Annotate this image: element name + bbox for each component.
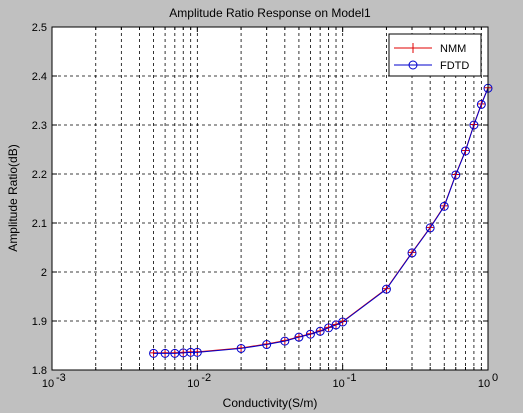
legend-entry-nmm: NMM <box>394 43 466 55</box>
legend-label-fdtd: FDTD <box>440 60 469 72</box>
data-point-fdtd <box>192 347 202 357</box>
ticks: 10 -3 10 -2 10 -1 10 01.81.922.12.22.32.42.5 <box>32 22 498 390</box>
data-point-fdtd <box>262 340 272 350</box>
legend-marker-fdtd <box>408 60 418 70</box>
series-layer <box>149 83 493 358</box>
grid <box>52 27 488 370</box>
data-point-fdtd <box>460 146 470 156</box>
x-axis-label: Conductivity(S/m) <box>223 396 318 410</box>
legend-label-nmm: NMM <box>440 43 466 55</box>
y-axis-label: Amplitude Ratio(dB) <box>6 144 20 251</box>
data-point-fdtd <box>338 317 348 327</box>
y-tick-label: 2.2 <box>32 169 47 181</box>
data-point-fdtd <box>439 201 449 211</box>
x-tick-label: 10 <box>187 378 199 390</box>
legend-entry-fdtd: FDTD <box>394 60 469 72</box>
chart-title: Amplitude Ratio Response on Model1 <box>169 6 371 20</box>
x-tick-label: 10 <box>478 378 490 390</box>
y-tick-label: 1.8 <box>32 365 47 377</box>
x-tick-label-exponent: 0 <box>492 372 498 384</box>
data-point-fdtd <box>469 120 479 130</box>
data-point-fdtd <box>178 348 188 358</box>
x-tick-label-exponent: -1 <box>347 372 357 384</box>
legend-box <box>388 33 482 77</box>
data-point-fdtd <box>324 323 334 333</box>
data-point-fdtd <box>381 284 391 294</box>
y-tick-label: 2 <box>41 267 47 279</box>
plot-area <box>52 27 488 370</box>
y-tick-label: 2.3 <box>32 120 47 132</box>
data-point-fdtd <box>294 332 304 342</box>
y-tick-label: 2.5 <box>32 22 47 34</box>
y-tick-label: 2.1 <box>32 218 47 230</box>
data-point-fdtd <box>476 99 486 109</box>
data-point-fdtd <box>149 348 159 358</box>
data-point-fdtd <box>407 248 417 258</box>
data-point-fdtd <box>160 348 170 358</box>
data-point-fdtd <box>236 343 246 353</box>
x-tick-label: 10 <box>42 378 54 390</box>
data-point-fdtd <box>425 223 435 233</box>
y-tick-label: 1.9 <box>32 316 47 328</box>
axes-frame <box>51 26 489 371</box>
data-point-fdtd <box>451 170 461 180</box>
data-point-fdtd <box>315 326 325 336</box>
data-point-fdtd <box>305 329 315 339</box>
x-tick-label-exponent: -3 <box>56 372 66 384</box>
y-tick-label: 2.4 <box>32 71 47 83</box>
data-point-fdtd <box>280 336 290 346</box>
data-point-fdtd <box>186 347 196 357</box>
x-tick-label: 10 <box>333 378 345 390</box>
legend: NMM FDTD <box>388 33 482 77</box>
x-tick-label-exponent: -2 <box>201 372 211 384</box>
